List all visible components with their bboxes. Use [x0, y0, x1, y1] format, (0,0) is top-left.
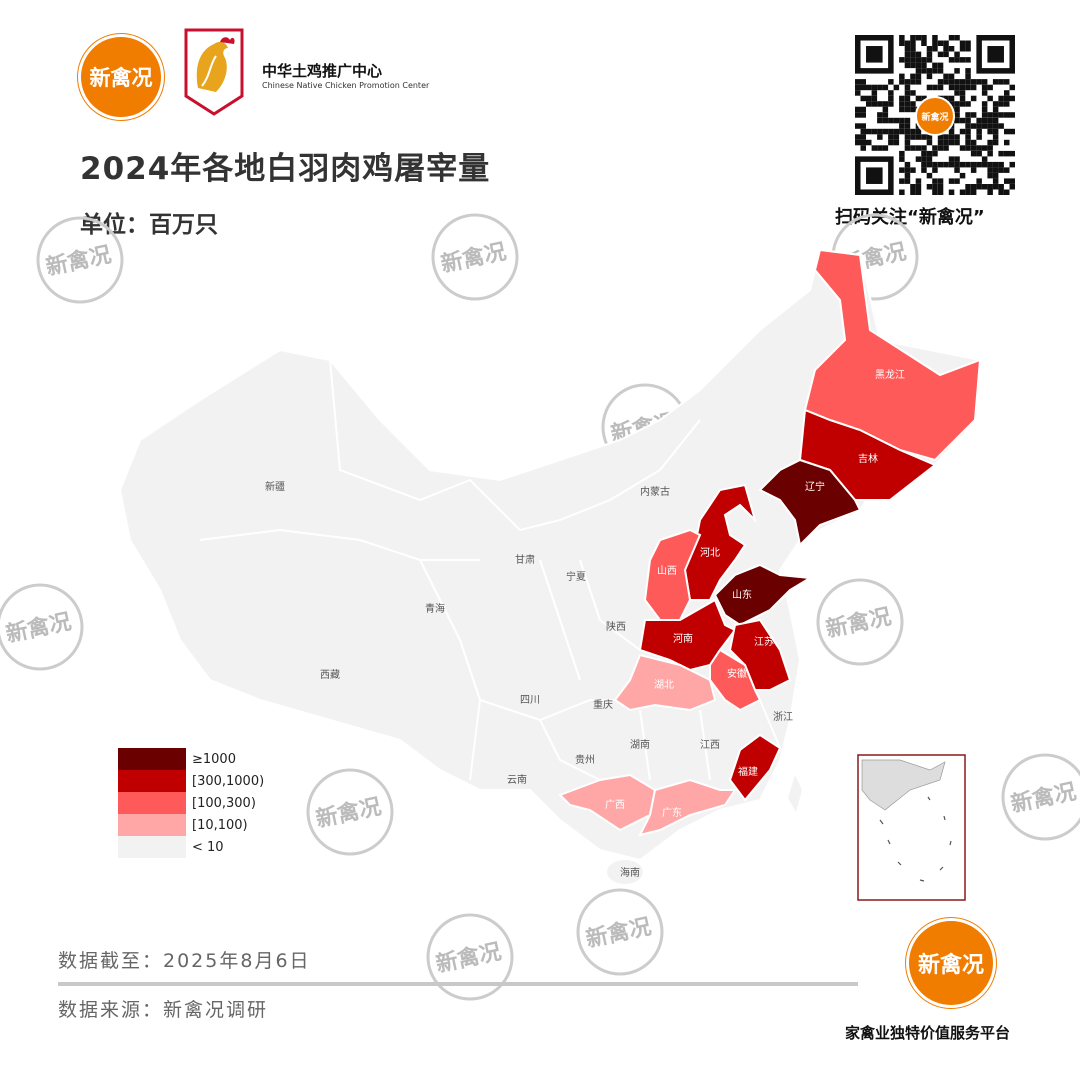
legend-swatch — [118, 770, 186, 792]
legend-label: [10,100) — [192, 817, 248, 833]
legend-swatch — [118, 748, 186, 770]
qr-caption: 扫码关注“新禽况” — [835, 207, 985, 228]
watermark: 新禽况 — [426, 913, 514, 1001]
svg-text:新禽况: 新禽况 — [824, 604, 894, 643]
watermark: 新禽况 — [816, 578, 904, 666]
china-base — [118, 248, 982, 862]
province-label-neimenggu: 内蒙古 — [640, 485, 670, 498]
nine-dash-line — [879, 796, 952, 882]
province-label-guangdong: 广东 — [662, 806, 682, 819]
legend-label: ≥1000 — [192, 751, 236, 767]
watermark: 新禽况 — [1001, 753, 1080, 841]
province-label-anhui: 安徽 — [727, 667, 747, 680]
province-label-hunan: 湖南 — [630, 738, 650, 751]
legend-item: < 10 — [118, 836, 264, 858]
qr-center-logo: 新禽况 — [915, 96, 955, 136]
province-label-shaanxi: 陕西 — [606, 620, 626, 633]
legend-label: [300,1000) — [192, 773, 265, 789]
province-label-hubei: 湖北 — [654, 679, 674, 691]
province-label-jiangxi: 江西 — [700, 739, 720, 751]
taiwan-shape — [788, 775, 802, 812]
watermark: 新禽况 — [576, 888, 664, 976]
data-source: 数据来源：新禽况调研 — [58, 999, 269, 1021]
province-label-ningxia: 宁夏 — [566, 570, 586, 583]
province-label-shandong: 山东 — [732, 588, 752, 601]
province-label-heilongjiang: 黑龙江 — [875, 368, 905, 381]
watermark: 新禽况 — [306, 768, 394, 856]
watermark: 新禽况 — [431, 213, 519, 301]
province-label-henan: 河南 — [673, 632, 693, 645]
legend-label: [100,300) — [192, 795, 256, 811]
province-label-fujian: 福建 — [738, 765, 758, 778]
svg-text:新禽况: 新禽况 — [314, 794, 384, 833]
svg-text:新禽况: 新禽况 — [584, 914, 654, 953]
province-label-guizhou: 贵州 — [575, 753, 595, 766]
page-title: 2024年各地白羽肉鸡屠宰量 — [80, 151, 491, 187]
province-label-shanxi: 山西 — [657, 565, 677, 577]
rooster-logo — [184, 28, 244, 116]
platform-slogan: 家禽业独特价值服务平台 — [845, 1024, 1011, 1042]
legend: ≥1000 [300,1000) [100,300) [10,100) < 10 — [118, 748, 264, 858]
legend-label: < 10 — [192, 839, 224, 855]
footer-logo: 新禽况 — [906, 918, 996, 1008]
province-label-hainan: 海南 — [620, 866, 640, 879]
legend-item: ≥1000 — [118, 748, 264, 770]
province-guangdong[interactable] — [638, 778, 737, 837]
legend-swatch — [118, 836, 186, 858]
province-label-guangxi: 广西 — [605, 799, 625, 811]
province-label-qinghai: 青海 — [425, 602, 445, 615]
province-anhui[interactable] — [709, 648, 762, 712]
province-label-zhejiang: 浙江 — [773, 711, 793, 723]
province-fujian[interactable] — [728, 733, 782, 802]
legend-swatch — [118, 792, 186, 814]
brand-logo-text: 新禽况 — [89, 66, 153, 90]
province-label-chongqing: 重庆 — [593, 698, 613, 711]
qr-code[interactable] — [855, 35, 1015, 195]
center-name: 中华土鸡推广中心 — [262, 62, 383, 80]
watermark: 新禽况 — [36, 216, 124, 304]
legend-item: [100,300) — [118, 792, 264, 814]
brand-logo: 新禽况 — [78, 34, 164, 120]
svg-text:新禽况: 新禽况 — [434, 939, 504, 978]
svg-text:新禽况: 新禽况 — [1009, 779, 1079, 818]
legend-item: [10,100) — [118, 814, 264, 836]
province-label-jilin: 吉林 — [858, 452, 878, 465]
province-jiangsu[interactable] — [728, 618, 792, 691]
legend-item: [300,1000) — [118, 770, 264, 792]
province-borders — [199, 359, 781, 781]
watermark: 新禽况 — [0, 583, 84, 671]
province-label-jiangsu: 江苏 — [754, 635, 774, 648]
province-label-yunnan: 云南 — [507, 773, 527, 786]
legend-swatch — [118, 814, 186, 836]
svg-text:新禽况: 新禽况 — [44, 242, 114, 281]
svg-text:新禽况: 新禽况 — [439, 239, 509, 278]
province-hainan-shape — [607, 860, 643, 884]
divider — [58, 982, 858, 986]
data-date: 数据截至：2025年8月6日 — [58, 950, 311, 972]
province-liaoning[interactable] — [758, 458, 862, 548]
province-label-liaoning: 辽宁 — [805, 480, 825, 493]
province-label-hebei: 河北 — [700, 547, 720, 559]
province-label-xizang: 西藏 — [320, 669, 340, 681]
province-label-sichuan: 四川 — [520, 695, 540, 706]
province-label-xinjiang: 新疆 — [265, 480, 285, 493]
center-name-en: Chinese Native Chicken Promotion Center — [262, 81, 430, 90]
svg-text:新禽况: 新禽况 — [4, 609, 74, 648]
province-label-gansu: 甘肃 — [515, 553, 535, 566]
province-shandong[interactable] — [713, 563, 814, 627]
province-hubei[interactable] — [613, 653, 717, 712]
